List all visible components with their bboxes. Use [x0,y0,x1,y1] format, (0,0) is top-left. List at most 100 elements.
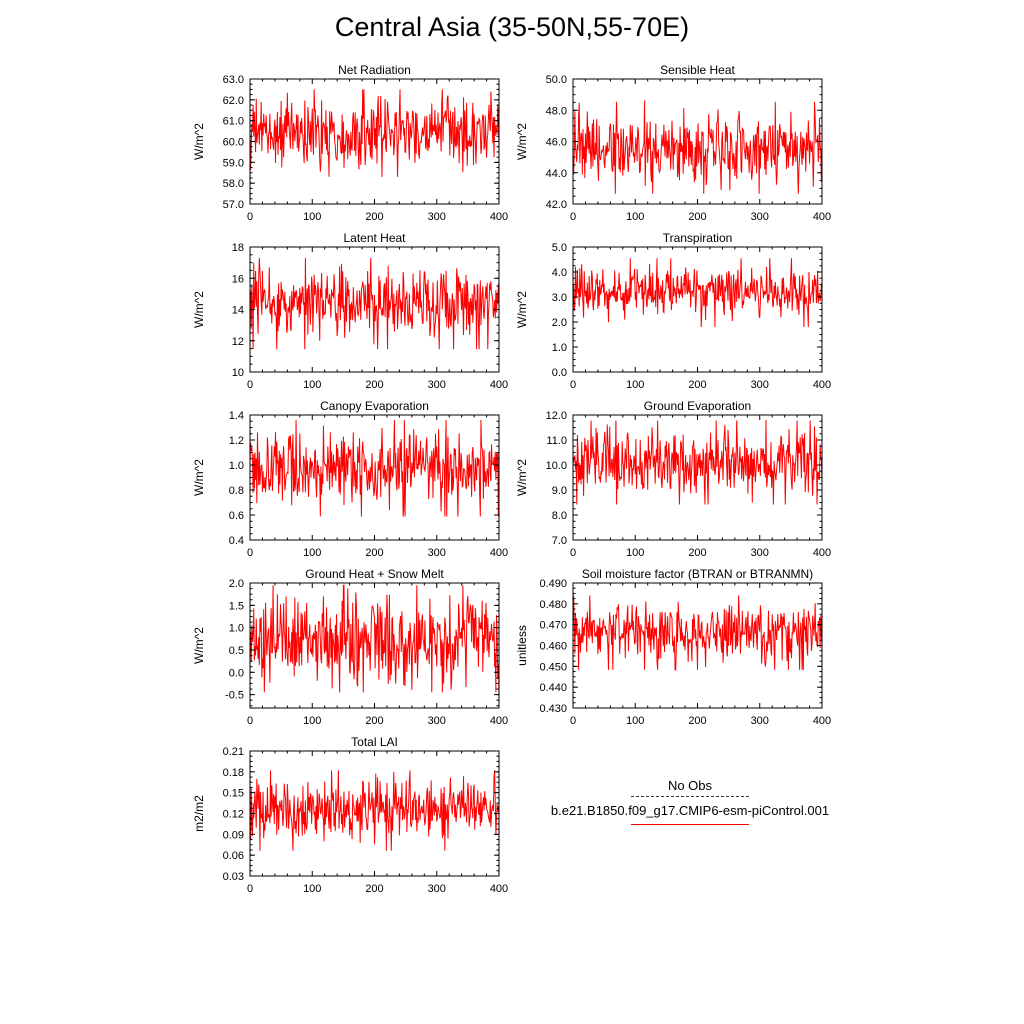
series-line [249,770,500,851]
x-tick-label: 0 [247,883,253,895]
panel-title: Transpiration [663,231,733,245]
legend-model-line [631,824,749,825]
page-title: Central Asia (35-50N,55-70E) [334,12,690,42]
y-tick-label: 0.8 [229,485,244,497]
y-tick-label: 0.430 [539,703,567,715]
y-tick-label: 0.450 [539,661,567,673]
y-axis-label: W/m^2 [515,291,529,328]
x-tick-label: 400 [813,715,831,727]
series-line [249,584,500,693]
y-axis-label: W/m^2 [192,459,206,496]
y-axis-label: W/m^2 [192,291,206,328]
x-tick-label: 0 [570,715,576,727]
x-tick-label: 100 [626,211,644,223]
y-axis-label: W/m^2 [192,123,206,160]
panel-title: Canopy Evaporation [320,399,429,413]
x-tick-label: 0 [570,379,576,391]
x-tick-label: 300 [751,379,769,391]
legend-obs-line [631,796,749,797]
x-tick-label: 400 [490,211,508,223]
x-tick-label: 400 [490,883,508,895]
x-tick-label: 300 [428,547,446,559]
y-tick-label: 0.6 [229,510,244,522]
legend-model-label: b.e21.B1850.f09_g17.CMIP6-esm-piControl.… [550,803,830,818]
y-tick-label: 0.460 [539,641,567,653]
x-tick-label: 400 [490,715,508,727]
x-tick-label: 0 [247,715,253,727]
x-tick-label: 300 [428,715,446,727]
panel-4: Transpiration W/m^2 0 100 200 300 400 0.0 1.0 2.0… [515,231,831,391]
y-tick-label: 14 [232,305,244,317]
x-tick-label: 100 [303,883,321,895]
y-tick-label: 46.0 [546,137,567,149]
y-tick-label: 3.0 [552,292,567,304]
y-tick-label: 7.0 [552,535,567,547]
x-tick-label: 0 [247,547,253,559]
x-tick-label: 0 [570,547,576,559]
x-tick-label: 100 [303,547,321,559]
y-tick-label: 59.0 [223,157,244,169]
y-tick-label: 0.03 [223,871,244,883]
x-tick-label: 300 [751,547,769,559]
x-tick-label: 300 [428,379,446,391]
y-tick-label: 0.06 [223,850,244,862]
x-tick-label: 200 [365,883,383,895]
y-tick-label: 42.0 [546,199,567,211]
y-axis-label: unitless [515,625,529,666]
y-tick-label: 12.0 [546,410,567,422]
x-tick-label: 300 [428,211,446,223]
y-axis-label: W/m^2 [192,627,206,664]
y-tick-label: 58.0 [223,178,244,190]
series-line [249,89,500,177]
series-line [249,419,500,517]
y-tick-label: 1.4 [229,410,244,422]
y-tick-label: 5.0 [552,242,567,254]
y-tick-label: 62.0 [223,95,244,107]
y-tick-label: 0.480 [539,599,567,611]
x-tick-label: 200 [688,379,706,391]
x-tick-label: 100 [303,715,321,727]
panel-title: Net Radiation [338,63,411,77]
y-tick-label: 9.0 [552,485,567,497]
y-axis-label: W/m^2 [515,123,529,160]
y-tick-label: 0.15 [223,788,244,800]
panel-title: Ground Evaporation [644,399,751,413]
y-tick-label: 50.0 [546,74,567,86]
legend-obs-label: No Obs [667,778,713,793]
y-tick-label: 0.0 [229,667,244,679]
panel-title: Latent Heat [343,231,406,245]
panel-5: Canopy Evaporation W/m^2 0 100 200 300 400 0.4 0… [192,399,508,559]
x-tick-label: 400 [813,211,831,223]
y-tick-label: 4.0 [552,267,567,279]
series-line [572,595,823,671]
x-tick-label: 100 [626,379,644,391]
x-tick-label: 100 [626,547,644,559]
y-tick-label: 2.0 [229,578,244,590]
panel-6: Ground Evaporation W/m^2 0 100 200 300 400 7.0 8… [515,399,831,559]
y-tick-label: 2.0 [552,317,567,329]
panel-2: Sensible Heat W/m^2 0 100 200 300 400 42.0 44.0 4… [515,63,831,223]
y-tick-label: 8.0 [552,510,567,522]
x-tick-label: 200 [365,211,383,223]
y-tick-label: 57.0 [223,199,244,211]
x-tick-label: 400 [813,379,831,391]
panel-9: Total LAI m2/m2 0 100 200 300 400 0.03 0.06 0.09 0… [192,735,508,895]
x-tick-label: 200 [688,715,706,727]
y-tick-label: 60.0 [223,137,244,149]
x-tick-label: 300 [428,883,446,895]
panel-7: Ground Heat + Snow Melt W/m^2 0 100 200 300 40… [192,567,508,727]
y-tick-label: 0.5 [229,645,244,657]
panel-title: Soil moisture factor (BTRAN or BTRANMN) [582,567,813,581]
y-tick-label: 12 [232,336,244,348]
y-tick-label: 1.5 [229,600,244,612]
y-tick-label: 1.0 [229,623,244,635]
y-tick-label: 1.0 [552,342,567,354]
x-tick-label: 0 [570,211,576,223]
y-tick-label: 61.0 [223,116,244,128]
y-tick-label: 44.0 [546,168,567,180]
x-tick-label: 100 [303,211,321,223]
y-tick-label: 0.440 [539,682,567,694]
y-tick-label: 48.0 [546,105,567,117]
y-tick-label: 1.2 [229,435,244,447]
